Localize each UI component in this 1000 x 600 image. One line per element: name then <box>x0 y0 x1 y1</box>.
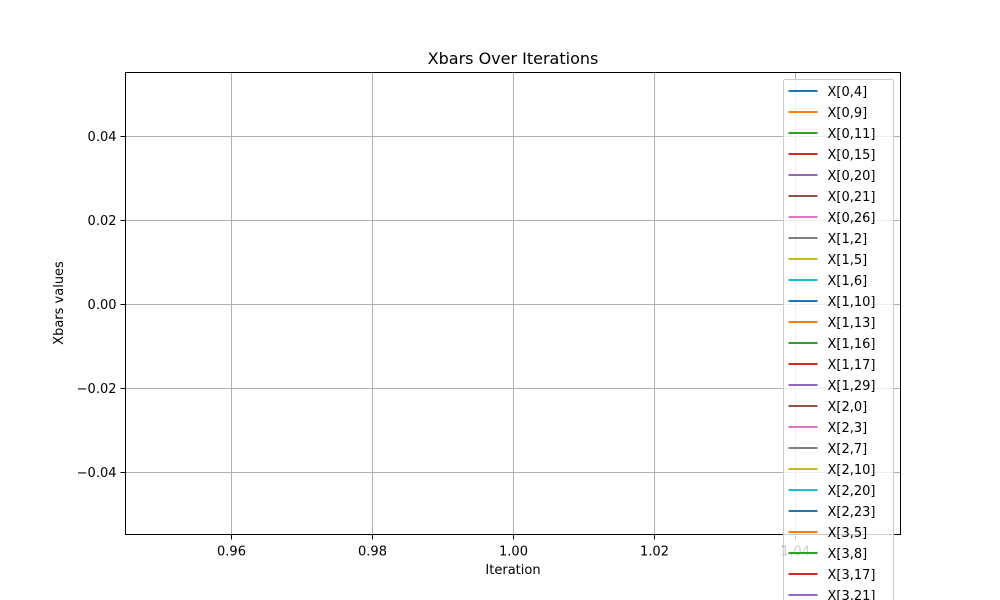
legend-label: X[1,5] <box>828 253 868 268</box>
legend-label: X[0,20] <box>828 169 876 184</box>
legend-label: X[0,26] <box>828 211 876 226</box>
legend-label: X[1,17] <box>828 358 876 373</box>
legend-label: X[2,0] <box>828 400 868 415</box>
legend-label: X[2,7] <box>828 442 868 457</box>
x-tick-label: 1.00 <box>499 545 528 560</box>
y-tick-label: 0.02 <box>88 214 117 229</box>
legend-label: X[1,13] <box>828 316 876 331</box>
legend-label: X[0,4] <box>828 85 868 100</box>
legend-label: X[3,8] <box>828 547 868 562</box>
y-tick-label: 0.04 <box>88 130 117 145</box>
legend-label: X[1,2] <box>828 232 868 247</box>
x-tick-label: 0.96 <box>217 545 246 560</box>
legend-label: X[0,21] <box>828 190 876 205</box>
x-axis-title: Iteration <box>485 563 540 578</box>
legend-label: X[3,17] <box>828 568 876 583</box>
legend-label: X[3,5] <box>828 526 868 541</box>
legend-label: X[0,15] <box>828 148 876 163</box>
x-tick-label: 1.02 <box>640 545 669 560</box>
grid <box>125 72 901 535</box>
legend-label: X[2,3] <box>828 421 868 436</box>
x-tick-label: 0.98 <box>358 545 387 560</box>
y-axis-title: Xbars values <box>52 261 67 345</box>
y-axis: −0.04 −0.02 0.00 0.02 0.04 <box>77 130 126 481</box>
legend-label: X[3,21] <box>828 589 876 600</box>
y-tick-label: −0.02 <box>77 382 117 397</box>
legend-label: X[1,6] <box>828 274 868 289</box>
legend-label: X[1,16] <box>828 337 876 352</box>
legend: X[0,4] X[0,9] X[0,11] X[0,15] X[0,20] X[0,21]… <box>783 79 894 600</box>
legend-label: X[2,10] <box>828 463 876 478</box>
legend-label: X[2,20] <box>828 484 876 499</box>
legend-label: X[2,23] <box>828 505 876 520</box>
legend-label: X[0,9] <box>828 106 868 121</box>
chart-title: Xbars Over Iterations <box>428 49 599 68</box>
y-tick-label: 0.00 <box>88 298 117 313</box>
legend-label: X[0,11] <box>828 127 876 142</box>
legend-label: X[1,10] <box>828 295 876 310</box>
y-tick-label: −0.04 <box>77 466 117 481</box>
legend-label: X[1,29] <box>828 379 876 394</box>
